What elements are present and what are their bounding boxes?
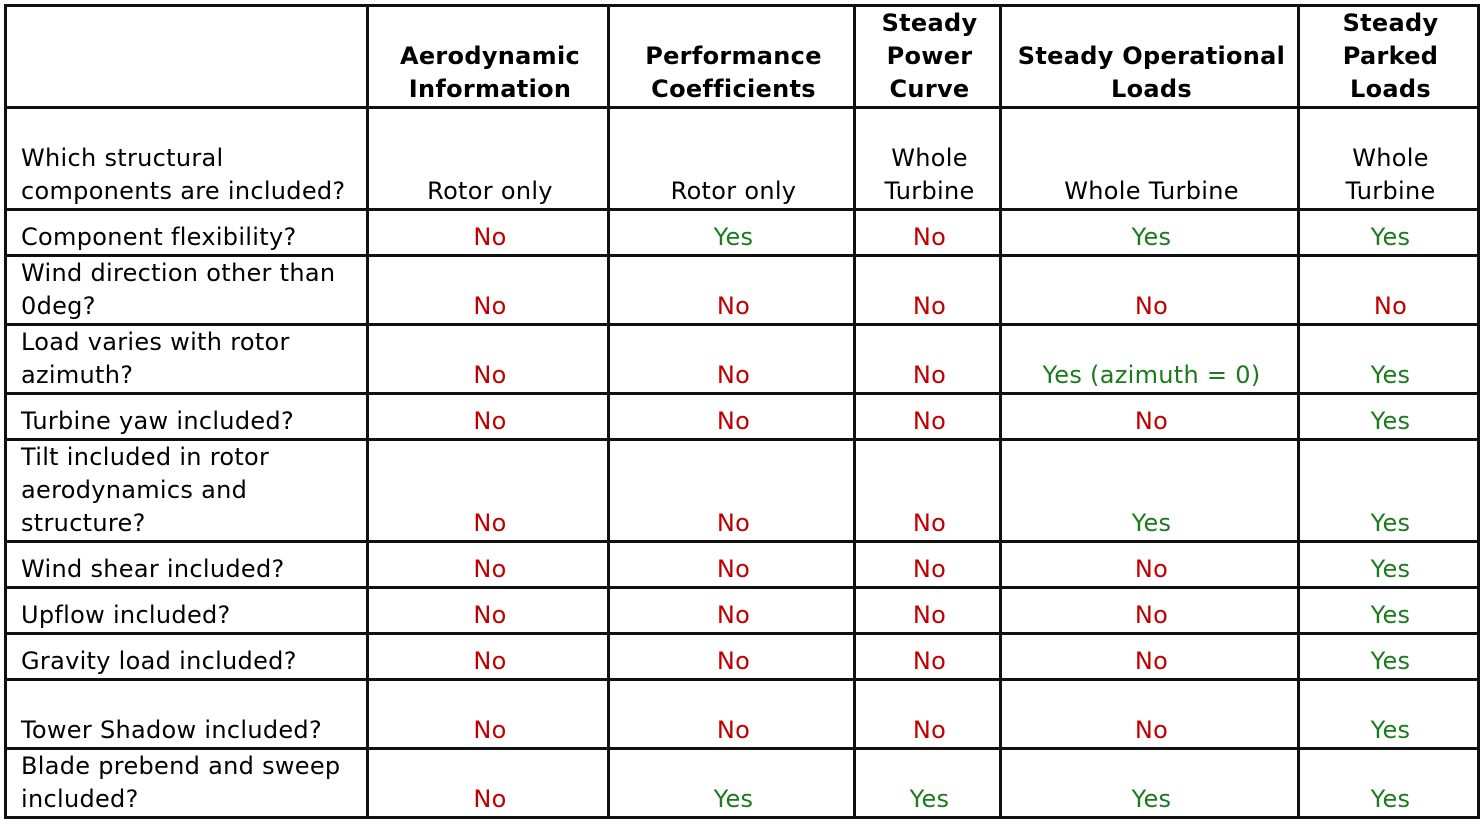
row-label: Wind shear included? [4,540,369,589]
table-cell: Whole Turbine [1297,106,1480,211]
table-cell: No [366,254,610,326]
table-row: Gravity load included? No No No No Yes [4,632,1480,681]
column-header: Steady Operational Loads [999,4,1300,109]
table-cell: Yes [999,208,1300,257]
table-cell: No [366,678,610,750]
table-cell: No [366,586,610,635]
table-row: Tilt included in rotor aerodynamics and … [4,438,1480,543]
row-label: Which structural components are included… [4,106,369,211]
table-cell: No [1297,254,1480,326]
column-header: Performance Coefficients [607,4,856,109]
table-cell: Whole Turbine [999,106,1300,211]
row-label: Load varies with rotor azimuth? [4,323,369,395]
row-label: Tower Shadow included? [4,678,369,750]
comparison-table: Aerodynamic Information Performance Coeff… [4,4,1480,819]
table-cell: Yes [999,438,1300,543]
table-row: Wind shear included? No No No No Yes [4,540,1480,589]
table-cell: No [853,438,1002,543]
table-row: Tower Shadow included? No No No No Yes [4,678,1480,750]
row-label: Turbine yaw included? [4,392,369,441]
table-cell: No [999,678,1300,750]
table-cell: No [607,254,856,326]
table-row: Wind direction other than 0deg? No No No No N… [4,254,1480,326]
table-row: Load varies with rotor azimuth? No No No Yes… [4,323,1480,395]
table-cell: No [607,586,856,635]
table-cell: Yes [1297,323,1480,395]
table-cell: Yes [999,747,1300,819]
row-label: Component flexibility? [4,208,369,257]
header-row: Aerodynamic Information Performance Coeff… [4,4,1480,109]
table-cell: No [607,323,856,395]
table-cell: No [999,540,1300,589]
table-cell: No [853,208,1002,257]
table-cell: Whole Turbine [853,106,1002,211]
table-cell: Rotor only [607,106,856,211]
table-cell: Yes [1297,747,1480,819]
table-cell: No [366,747,610,819]
table-cell: Yes [853,747,1002,819]
table-cell: Yes [1297,392,1480,441]
table-row: Blade prebend and sweep included? No Yes Ye… [4,747,1480,819]
column-header: Steady Power Curve [853,4,1002,109]
table-cell: No [607,540,856,589]
table-cell: No [366,323,610,395]
table-cell: No [853,678,1002,750]
table-cell: Yes [607,747,856,819]
table-cell: No [366,208,610,257]
table-cell: Yes [607,208,856,257]
table-body: Which structural components are included… [4,106,1480,819]
table-cell: No [607,392,856,441]
row-label: Wind direction other than 0deg? [4,254,369,326]
table-cell: Yes (azimuth = 0) [999,323,1300,395]
table-row: Which structural components are included… [4,106,1480,211]
table-cell: No [366,632,610,681]
table-cell: No [999,392,1300,441]
column-header: Aerodynamic Information [366,4,610,109]
table-cell: No [366,392,610,441]
table-row: Component flexibility? No Yes No Yes Yes [4,208,1480,257]
table-cell: Rotor only [366,106,610,211]
table-cell: No [853,323,1002,395]
table-cell: No [853,586,1002,635]
table-cell: Yes [1297,678,1480,750]
table-cell: No [853,254,1002,326]
table-cell: No [999,632,1300,681]
table-cell: Yes [1297,438,1480,543]
row-label: Upflow included? [4,586,369,635]
table-cell: Yes [1297,632,1480,681]
table-cell: No [999,586,1300,635]
table-cell: No [607,678,856,750]
table-cell: Yes [1297,208,1480,257]
table-cell: Yes [1297,540,1480,589]
table-row: Turbine yaw included? No No No No Yes [4,392,1480,441]
table-row: Upflow included? No No No No Yes [4,586,1480,635]
column-header: Steady Parked Loads [1297,4,1480,109]
row-label: Tilt included in rotor aerodynamics and … [4,438,369,543]
row-label: Blade prebend and sweep included? [4,747,369,819]
row-label: Gravity load included? [4,632,369,681]
table-cell: No [607,438,856,543]
table-cell: No [853,632,1002,681]
table-cell: No [607,632,856,681]
column-header [4,4,369,109]
table-cell: No [366,438,610,543]
table-cell: No [999,254,1300,326]
table-cell: No [366,540,610,589]
table-cell: No [853,392,1002,441]
table-cell: Yes [1297,586,1480,635]
table-cell: No [853,540,1002,589]
